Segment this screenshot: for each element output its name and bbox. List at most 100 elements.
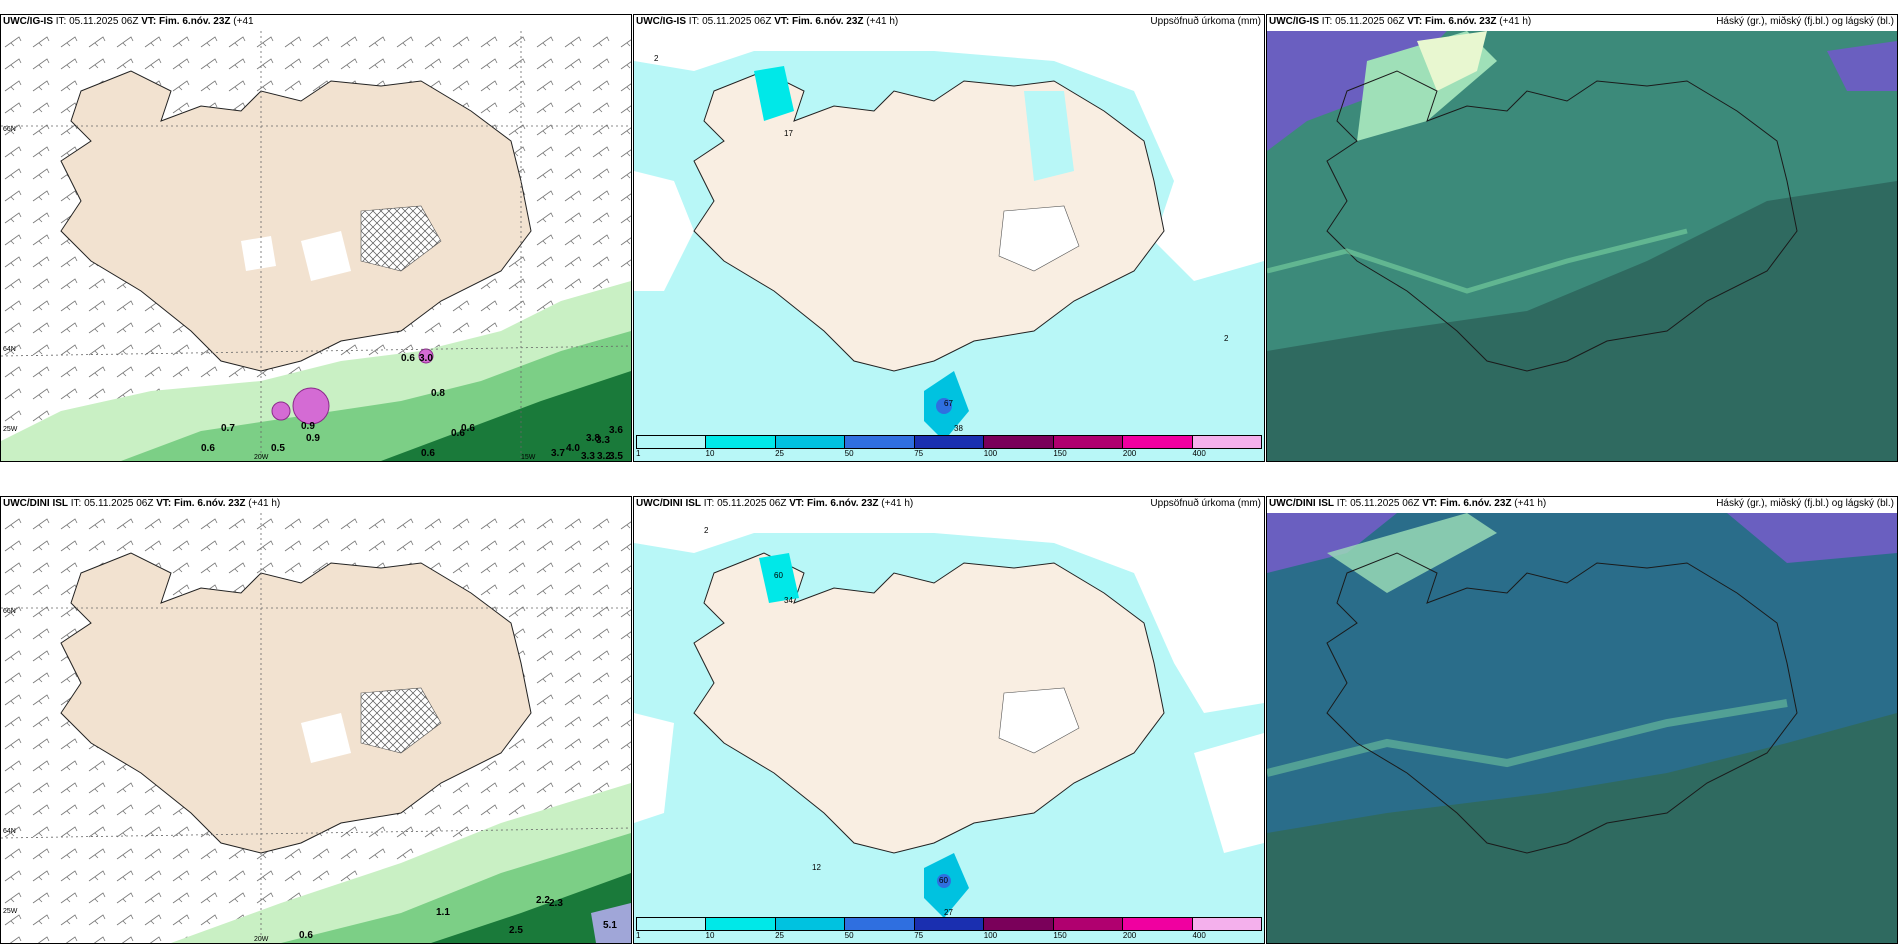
- legend-tick: 50: [844, 931, 854, 940]
- legend-swatch: [1053, 918, 1124, 930]
- svg-text:0.7: 0.7: [221, 423, 235, 434]
- svg-text:5.1: 5.1: [603, 920, 617, 931]
- model-name: UWC/DINI ISL: [636, 498, 701, 509]
- legend-swatch: [706, 918, 776, 930]
- legend-tick: 75: [914, 449, 924, 458]
- lead-time: (+41 h): [248, 498, 281, 509]
- lead-time: (+41 h): [881, 498, 914, 509]
- panel-wind-dini: UWC/DINI ISL IT: 05.11.2025 06Z VT: Fim.…: [0, 496, 632, 944]
- legend-swatch: [1192, 436, 1261, 448]
- legend-tick: 200: [1122, 449, 1137, 458]
- legend-tick: 150: [1053, 931, 1067, 940]
- init-time: 05.11.2025 06Z: [702, 16, 772, 27]
- panel-header: UWC/DINI ISL IT: 05.11.2025 06Z VT: Fim.…: [1269, 498, 1894, 509]
- svg-text:60: 60: [939, 876, 948, 885]
- model-name: UWC/IG-IS: [1269, 16, 1319, 27]
- panel-header: UWC/IG-IS IT: 05.11.2025 06Z VT: Fim. 6.…: [1269, 16, 1894, 27]
- init-time: 05.11.2025 06Z: [1335, 16, 1405, 27]
- lead-time: (+41: [233, 16, 254, 27]
- legend-tick: 10: [705, 931, 715, 940]
- lead-time: (+41 h): [866, 16, 899, 27]
- svg-text:0.6: 0.6: [299, 930, 313, 941]
- precip-map: 2 60 34 60 27 12: [634, 513, 1264, 943]
- panel-header: UWC/IG-IS IT: 05.11.2025 06Z VT: Fim. 6.…: [636, 16, 1261, 27]
- valid-time: Fim. 6.nóv. 23Z: [1425, 16, 1497, 27]
- legend-swatch: [1123, 918, 1193, 930]
- legend-tick: 100: [983, 931, 998, 940]
- legend-tick: 100: [983, 449, 998, 458]
- lat-label: 25W: [3, 426, 18, 433]
- svg-text:12: 12: [812, 863, 821, 872]
- svg-text:2.2: 2.2: [536, 895, 550, 906]
- svg-text:38: 38: [954, 424, 963, 433]
- legend-swatch: [984, 918, 1054, 930]
- init-time: 05.11.2025 06Z: [84, 498, 154, 509]
- panel-clouds-dini: UWC/DINI ISL IT: 05.11.2025 06Z VT: Fim.…: [1266, 496, 1898, 944]
- svg-text:2: 2: [654, 54, 659, 63]
- lon-label: 15W: [521, 454, 536, 461]
- svg-text:60: 60: [774, 571, 783, 580]
- legend-tick: 75: [914, 931, 924, 940]
- svg-text:3.7: 3.7: [551, 448, 565, 459]
- panel-header: UWC/DINI ISL IT: 05.11.2025 06Z VT: Fim.…: [3, 498, 281, 509]
- legend-tick: 50: [844, 449, 854, 458]
- lon-label: 20W: [254, 936, 269, 943]
- model-name: UWC/DINI ISL: [3, 498, 68, 509]
- panel-precip-dini: UWC/DINI ISL IT: 05.11.2025 06Z VT: Fim.…: [633, 496, 1265, 944]
- valid-time: Fim. 6.nóv. 23Z: [792, 16, 864, 27]
- legend-tick: 10: [705, 449, 715, 458]
- legend-swatch: [775, 436, 846, 448]
- svg-text:0.9: 0.9: [306, 433, 320, 444]
- svg-text:0.5: 0.5: [271, 443, 285, 454]
- svg-text:4.0: 4.0: [566, 443, 580, 454]
- valid-time: Fim. 6.nóv. 23Z: [159, 16, 231, 27]
- svg-text:1.1: 1.1: [436, 907, 450, 918]
- model-name: UWC/IG-IS: [3, 16, 53, 27]
- svg-text:3.8: 3.8: [586, 433, 600, 444]
- svg-text:0.6: 0.6: [461, 423, 475, 434]
- panel-precip-igis: UWC/IG-IS IT: 05.11.2025 06Z VT: Fim. 6.…: [633, 14, 1265, 462]
- svg-text:3.2: 3.2: [597, 451, 611, 461]
- svg-text:0.6: 0.6: [421, 448, 435, 459]
- legend-swatch: [775, 918, 846, 930]
- legend-tick: 400: [1192, 449, 1206, 458]
- legend-tick: 400: [1192, 931, 1206, 940]
- legend-tick: 25: [775, 931, 785, 940]
- panel-header: UWC/DINI ISL IT: 05.11.2025 06Z VT: Fim.…: [636, 498, 1261, 509]
- legend-tick: 200: [1122, 931, 1137, 940]
- svg-text:0.6: 0.6: [401, 353, 415, 364]
- init-time: 05.11.2025 06Z: [717, 498, 787, 509]
- svg-text:2.5: 2.5: [509, 925, 523, 936]
- svg-text:3.5: 3.5: [609, 451, 623, 461]
- svg-text:0.8: 0.8: [431, 388, 445, 399]
- legend-swatch: [845, 436, 915, 448]
- model-name: UWC/DINI ISL: [1269, 498, 1334, 509]
- precip-legend: 1 10 25 50 75 100 150 200 400: [636, 917, 1262, 941]
- svg-text:17: 17: [784, 129, 793, 138]
- svg-text:3.3: 3.3: [581, 451, 595, 461]
- svg-text:34: 34: [784, 596, 793, 605]
- legend-swatch: [637, 918, 707, 930]
- svg-text:0.6: 0.6: [201, 443, 215, 454]
- svg-text:0.9: 0.9: [301, 421, 315, 432]
- init-time: 05.11.2025 06Z: [1350, 498, 1420, 509]
- legend-tick: 1: [636, 449, 641, 458]
- cloud-map: [1267, 31, 1897, 461]
- lead-time: (+41 h): [1499, 16, 1532, 27]
- gust-values: 0.7 0.6 0.5 0.9 0.9 0.6 0.6 0.8 0.6 0.6 …: [201, 353, 623, 461]
- legend-swatch: [845, 918, 915, 930]
- legend-tick: 150: [1053, 449, 1067, 458]
- lat-label: 25W: [3, 908, 18, 915]
- iceland-land: [693, 552, 1165, 854]
- valid-time: Fim. 6.nóv. 23Z: [807, 498, 879, 509]
- legend-tick: 25: [775, 449, 785, 458]
- legend-swatch: [914, 436, 985, 448]
- panel-title: Uppsöfnuð úrkoma (mm): [1150, 16, 1261, 27]
- svg-text:3.3: 3.3: [596, 435, 610, 446]
- lat-label: 66N: [3, 608, 16, 615]
- lead-time: (+41 h): [1514, 498, 1547, 509]
- legend-swatch: [1123, 436, 1193, 448]
- iceland-outline: [1326, 70, 1798, 372]
- panel-title: Háský (gr.), miðský (fj.bl.) og lágský (…: [1716, 498, 1894, 509]
- panel-header: UWC/IG-IS IT: 05.11.2025 06Z VT: Fim. 6.…: [3, 16, 254, 27]
